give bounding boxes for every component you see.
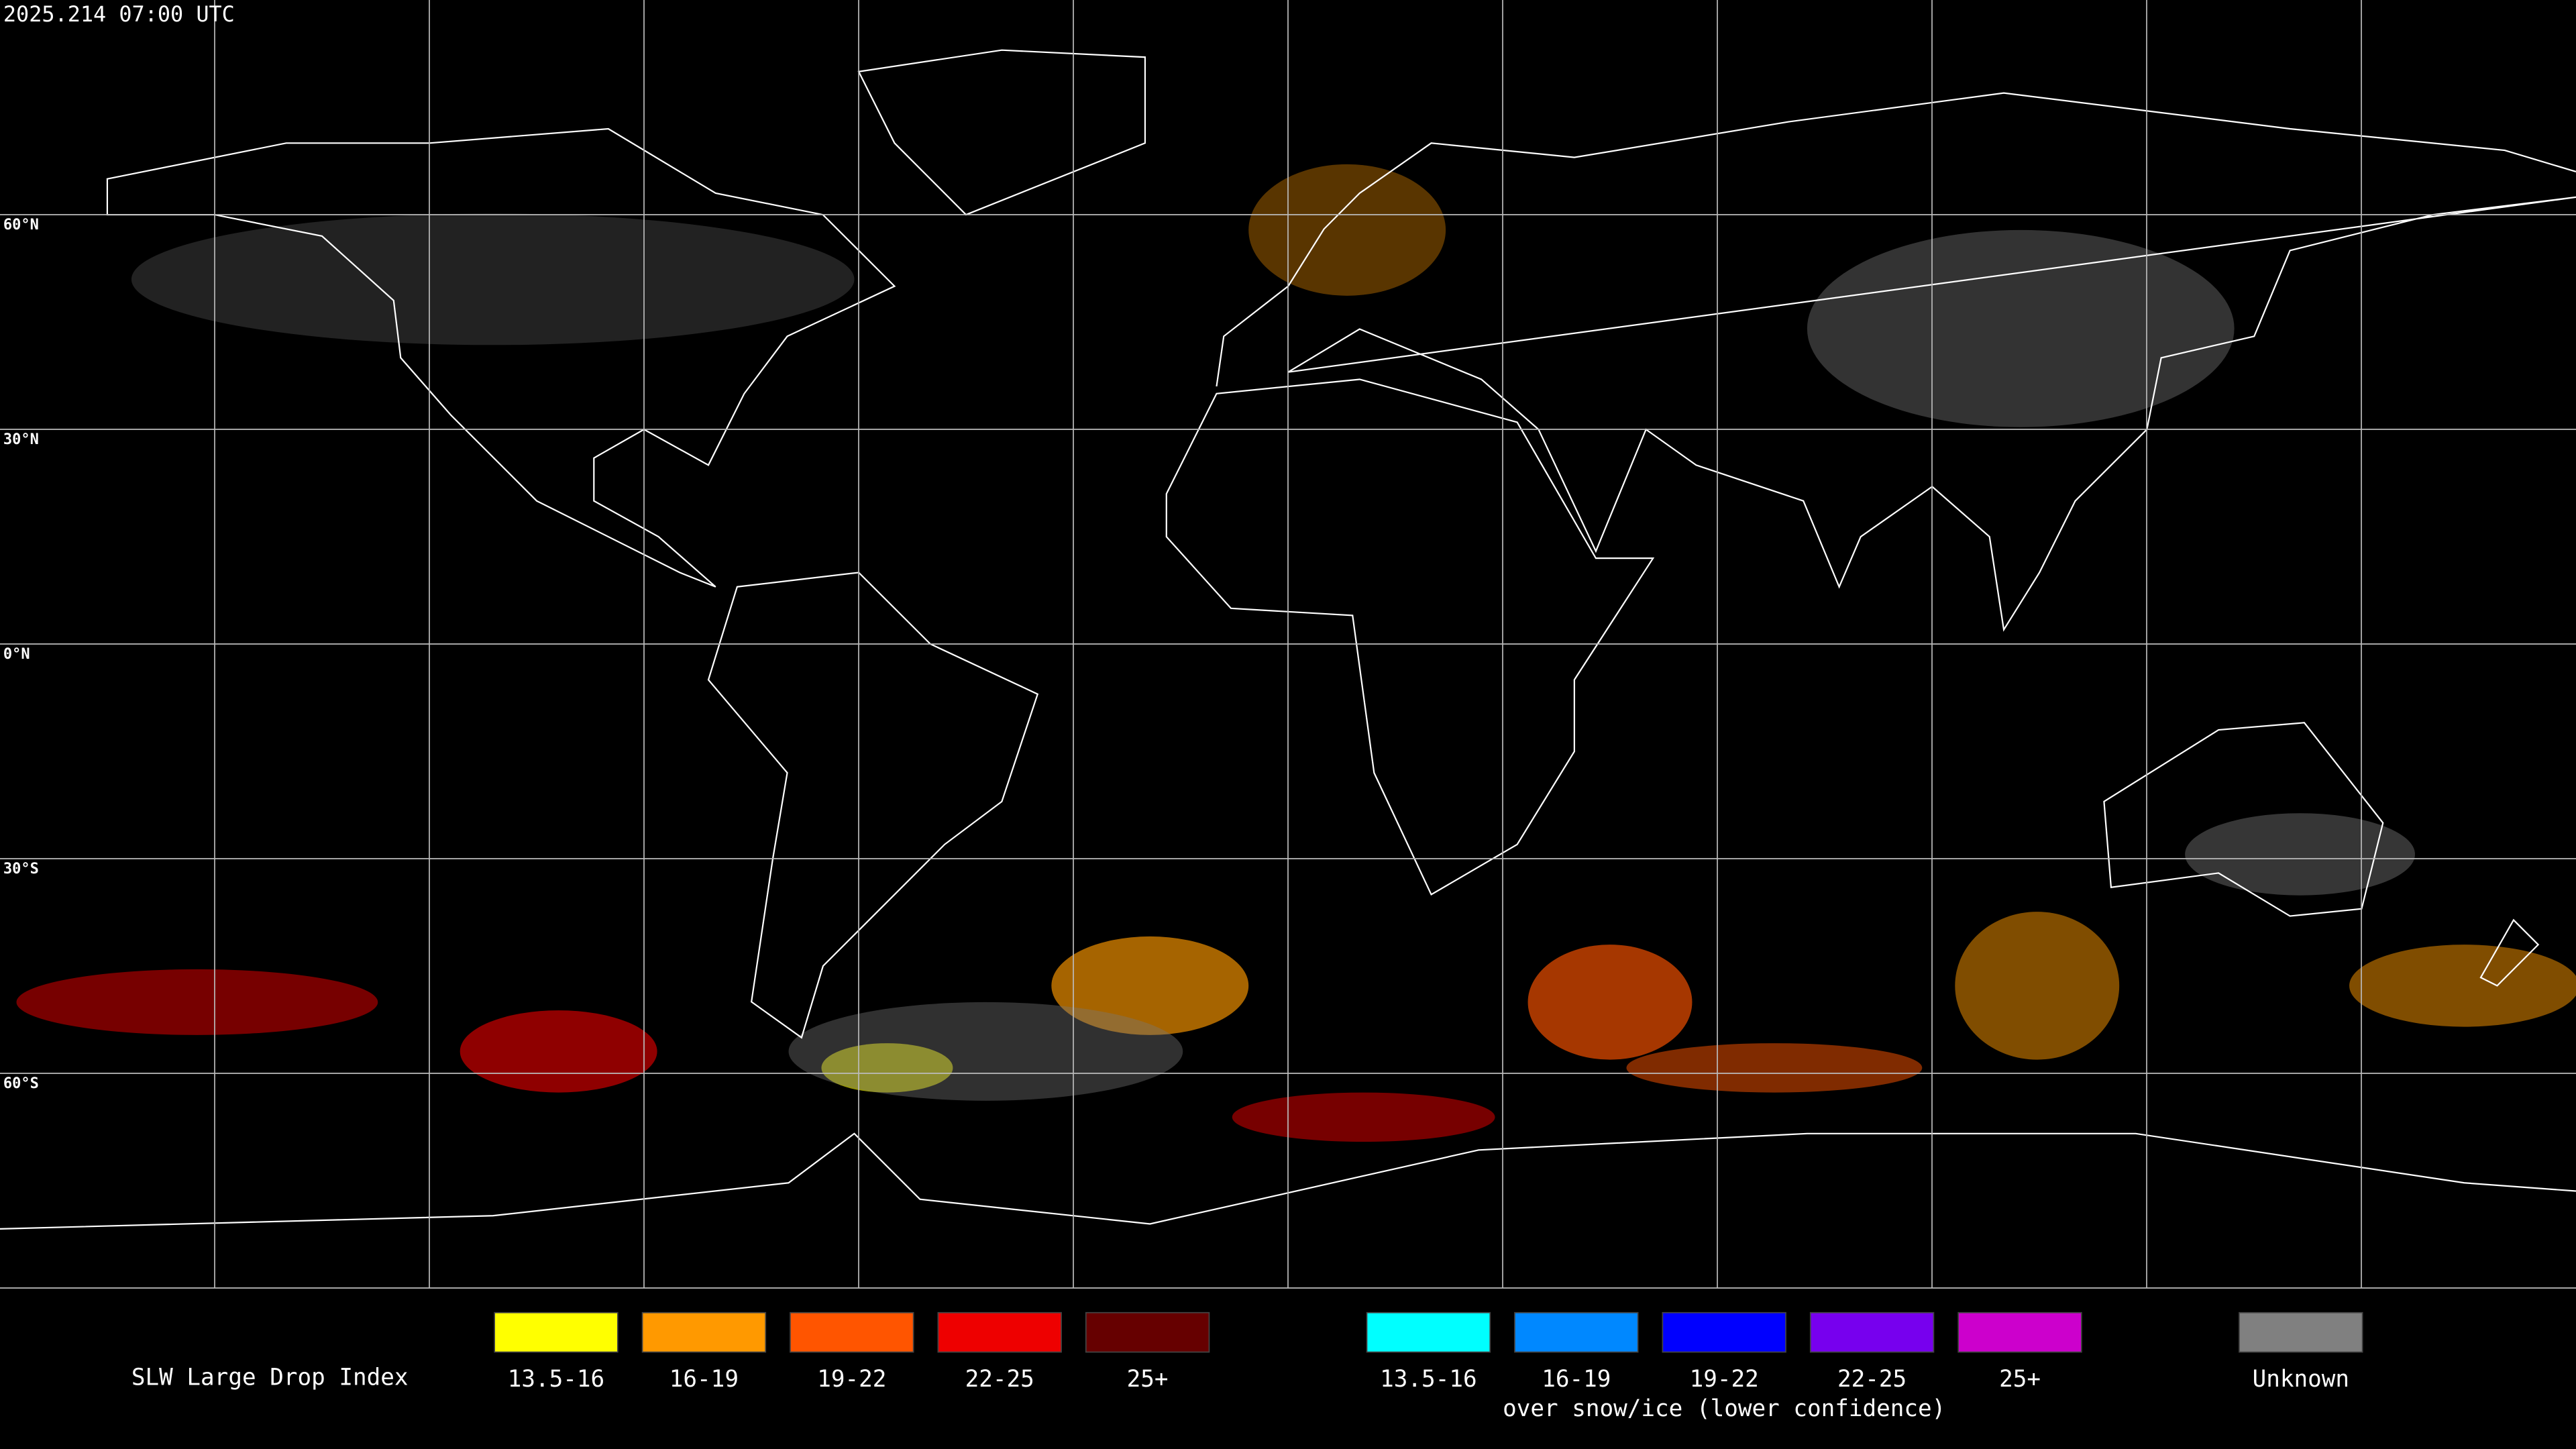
legend-swatch <box>937 1311 1062 1353</box>
graticule <box>0 0 2576 1288</box>
new-zealand <box>2479 918 2540 987</box>
legend-swatch <box>790 1311 914 1353</box>
latitude-label: 60°N <box>3 217 39 233</box>
cloud-patch <box>1527 945 1693 1060</box>
cloud-layer <box>16 164 2576 1142</box>
north-america <box>106 127 896 588</box>
legend-swatch <box>1366 1311 1491 1353</box>
cloud-patch <box>1955 912 2120 1060</box>
legend-title: SLW Large Drop Index <box>131 1364 409 1391</box>
legend-panel <box>0 1288 2576 1449</box>
legend-swatch <box>1514 1311 1639 1353</box>
legend-label: 25+ <box>1999 1366 2041 1393</box>
legend-label: 19-22 <box>1690 1366 1759 1393</box>
latitude-label: 60°S <box>3 1075 39 1092</box>
legend-label: 13.5-16 <box>508 1366 604 1393</box>
legend-label: 19-22 <box>817 1366 886 1393</box>
legend-label: 22-25 <box>1837 1366 1907 1393</box>
cloud-patch <box>1626 1043 1923 1093</box>
legend-label: 22-25 <box>965 1366 1034 1393</box>
cloud-patch <box>16 969 378 1035</box>
legend-label: 16-19 <box>669 1366 739 1393</box>
latitude-label: 0°N <box>3 646 30 663</box>
legend-label: 16-19 <box>1542 1366 1611 1393</box>
africa <box>1165 378 1655 896</box>
cloud-patch <box>2349 945 2576 1027</box>
legend-swatch <box>494 1311 619 1353</box>
legend-label: 13.5-16 <box>1380 1366 1477 1393</box>
timestamp: 2025.214 07:00 UTC <box>3 1 235 27</box>
cloud-patch <box>788 1002 1183 1101</box>
cloud-patch <box>2185 813 2415 896</box>
legend-label: 25+ <box>1127 1366 1169 1393</box>
cloud-patch <box>821 1043 953 1093</box>
cloud-patch <box>460 1010 657 1093</box>
legend-swatch <box>1809 1311 1935 1353</box>
cloud-patch <box>1807 229 2235 427</box>
legend-swatch <box>641 1311 767 1353</box>
legend-caption: over snow/ice (lower confidence) <box>1503 1395 1945 1422</box>
cloud-patch <box>1051 936 1249 1035</box>
latitude-label: 30°N <box>3 431 39 448</box>
legend-swatch <box>1662 1311 1786 1353</box>
cloud-patch <box>131 213 855 345</box>
legend-label: Unknown <box>2253 1366 2349 1393</box>
legend-swatch <box>1957 1311 2082 1353</box>
south-america <box>707 572 1039 1039</box>
latitude-label: 30°S <box>3 861 39 877</box>
legend-swatch <box>1085 1311 1210 1353</box>
antarctica <box>0 1132 2576 1230</box>
greenland <box>857 49 1146 216</box>
legend-swatch <box>2239 1311 2363 1353</box>
cloud-patch <box>1232 1092 1495 1142</box>
coastlines <box>0 49 2576 1230</box>
cloud-patch <box>1248 164 1446 296</box>
legend: 13.5-16 16-19 19-22 22-25 25+ 13.5-16 16-19 19-… <box>494 1311 2363 1422</box>
